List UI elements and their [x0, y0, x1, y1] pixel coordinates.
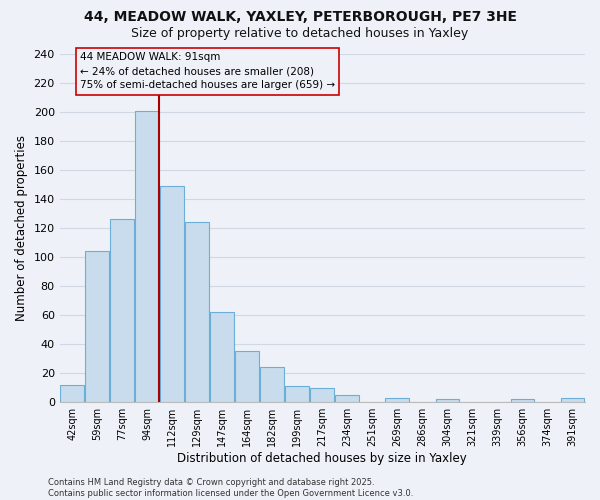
Y-axis label: Number of detached properties: Number of detached properties [15, 135, 28, 321]
Bar [136, 110, 159, 402]
Text: Contains HM Land Registry data © Crown copyright and database right 2025.
Contai: Contains HM Land Registry data © Crown c… [48, 478, 413, 498]
Text: Size of property relative to detached houses in Yaxley: Size of property relative to detached ho… [131, 28, 469, 40]
Bar [511, 400, 535, 402]
Bar [385, 398, 409, 402]
Bar [260, 368, 284, 402]
Bar [60, 385, 84, 402]
Bar [110, 220, 134, 402]
Bar [211, 312, 234, 402]
X-axis label: Distribution of detached houses by size in Yaxley: Distribution of detached houses by size … [178, 452, 467, 465]
Bar [436, 400, 459, 402]
Bar [235, 352, 259, 402]
Bar [286, 386, 309, 402]
Text: 44 MEADOW WALK: 91sqm
← 24% of detached houses are smaller (208)
75% of semi-det: 44 MEADOW WALK: 91sqm ← 24% of detached … [80, 52, 335, 90]
Bar [160, 186, 184, 402]
Bar [335, 395, 359, 402]
Bar [85, 252, 109, 402]
Bar [185, 222, 209, 402]
Text: 44, MEADOW WALK, YAXLEY, PETERBOROUGH, PE7 3HE: 44, MEADOW WALK, YAXLEY, PETERBOROUGH, P… [83, 10, 517, 24]
Bar [310, 388, 334, 402]
Bar [560, 398, 584, 402]
